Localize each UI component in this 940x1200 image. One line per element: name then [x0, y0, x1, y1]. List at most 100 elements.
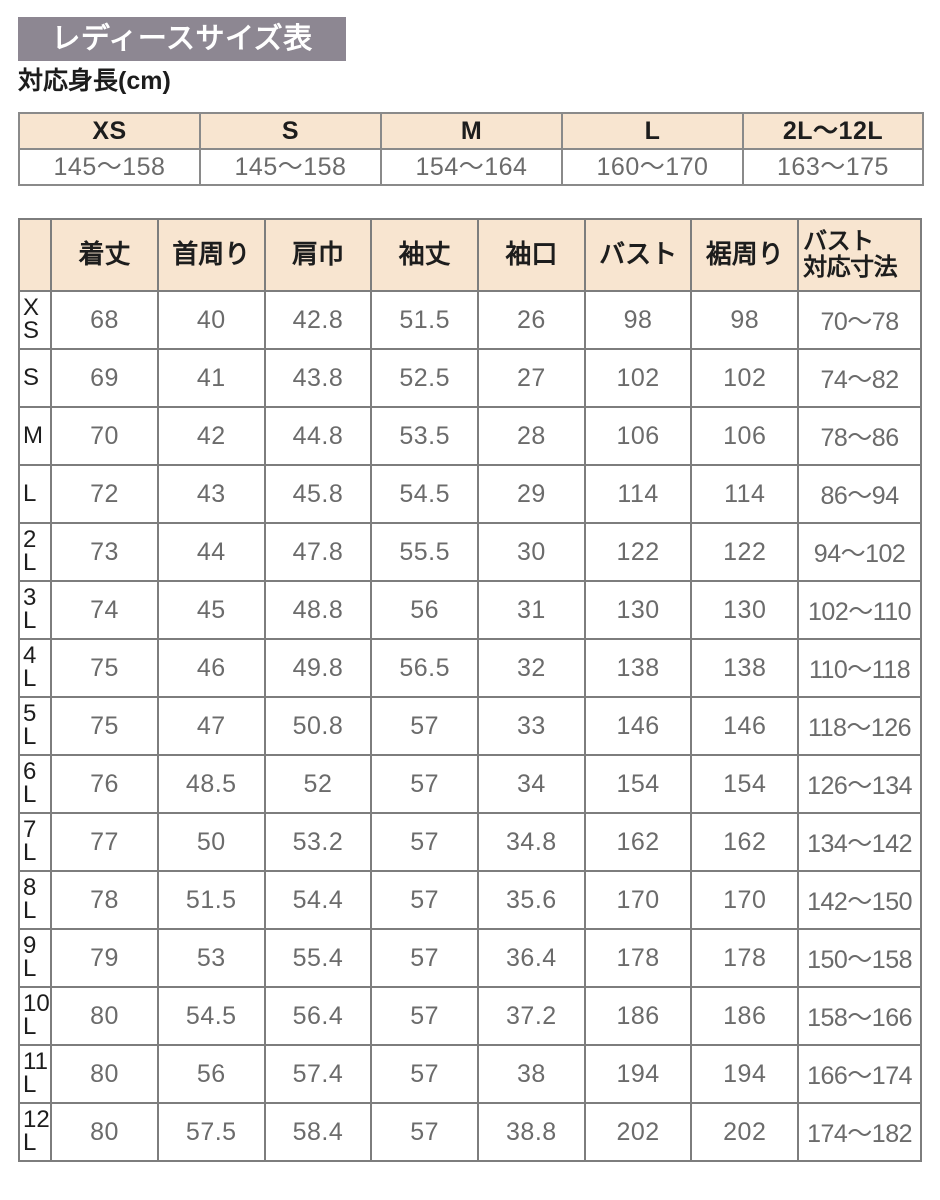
measurement-table-body: X S 68 40 42.8 51.5 26 98 98 70〜78 S 69 41 43.8 52.5 27… — [17, 290, 922, 1162]
size-label-line: 5 — [23, 700, 37, 728]
cell-hem: 106 — [690, 406, 800, 466]
cell-length: 78 — [50, 870, 159, 930]
header-bust: バスト — [583, 218, 693, 292]
cell-hem: 122 — [690, 522, 800, 582]
size-label-line: L — [23, 479, 37, 507]
cell-sleeve: 53.5 — [370, 406, 480, 466]
cell-bust: 130 — [583, 580, 693, 640]
size-label-cell: M — [17, 406, 53, 466]
cell-length: 77 — [50, 812, 159, 872]
cell-sleeve: 57 — [370, 1044, 480, 1104]
cell-shoulder: 50.8 — [263, 696, 373, 756]
cell-neck: 40 — [156, 290, 266, 350]
cell-shoulder: 54.4 — [263, 870, 373, 930]
cell-shoulder: 44.8 — [263, 406, 373, 466]
height-value-2l-12l: 163〜175 — [742, 148, 924, 186]
cell-neck: 44 — [156, 522, 266, 582]
cell-bust-fit: 110〜118 — [797, 638, 922, 698]
cell-sleeve: 57 — [370, 1102, 480, 1162]
cell-length: 79 — [50, 928, 159, 988]
table-row: 12 L 80 57.5 58.4 57 38.8 202 202 174〜182 — [17, 1102, 922, 1162]
cell-sleeve: 56.5 — [370, 638, 480, 698]
cell-neck: 51.5 — [156, 870, 266, 930]
cell-bust: 162 — [583, 812, 693, 872]
size-label-line: 2 — [23, 526, 37, 554]
cell-bust: 98 — [583, 290, 693, 350]
cell-length: 80 — [50, 986, 159, 1046]
header-bust-fit-line1: バスト — [803, 227, 874, 255]
cell-shoulder: 42.8 — [263, 290, 373, 350]
cell-cuff: 30 — [477, 522, 586, 582]
cell-neck: 43 — [156, 464, 266, 524]
cell-shoulder: 49.8 — [263, 638, 373, 698]
table-row: 11 L 80 56 57.4 57 38 194 194 166〜174 — [17, 1044, 922, 1104]
cell-length: 75 — [50, 696, 159, 756]
page-title-banner: レディースサイズ表 — [18, 17, 346, 61]
height-value-xs: 145〜158 — [18, 148, 201, 186]
cell-neck: 46 — [156, 638, 266, 698]
cell-shoulder: 48.8 — [263, 580, 373, 640]
size-label-line: L — [23, 1071, 37, 1098]
cell-bust-fit: 158〜166 — [797, 986, 922, 1046]
table-row: L 72 43 45.8 54.5 29 114 114 86〜94 — [17, 464, 922, 524]
size-label-line: L — [23, 839, 37, 866]
cell-bust: 106 — [583, 406, 693, 466]
cell-hem: 102 — [690, 348, 800, 408]
table-row: X S 68 40 42.8 51.5 26 98 98 70〜78 — [17, 290, 922, 350]
cell-length: 80 — [50, 1102, 159, 1162]
cell-sleeve: 52.5 — [370, 348, 480, 408]
cell-sleeve: 57 — [370, 754, 480, 814]
table-row: 3 L 74 45 48.8 56 31 130 130 102〜110 — [17, 580, 922, 640]
header-bust-fit: バスト 対応寸法 — [797, 218, 922, 292]
table-row: 6 L 76 48.5 52 57 34 154 154 126〜134 — [17, 754, 922, 814]
cell-hem: 186 — [690, 986, 800, 1046]
cell-cuff: 27 — [477, 348, 586, 408]
size-label-line: L — [23, 1129, 37, 1156]
cell-shoulder: 55.4 — [263, 928, 373, 988]
cell-bust: 186 — [583, 986, 693, 1046]
header-length: 着丈 — [50, 218, 159, 292]
size-label-line: L — [23, 723, 37, 750]
measurement-header-row: 着丈 首周り 肩巾 袖丈 袖口 バスト 裾周り バスト 対応寸法 — [17, 218, 922, 292]
cell-length: 74 — [50, 580, 159, 640]
header-sleeve: 袖丈 — [370, 218, 480, 292]
page-title: レディースサイズ表 — [51, 22, 313, 55]
table-row: S 69 41 43.8 52.5 27 102 102 74〜82 — [17, 348, 922, 408]
cell-length: 75 — [50, 638, 159, 698]
cell-cuff: 37.2 — [477, 986, 586, 1046]
size-label-line: X — [23, 294, 40, 322]
table-row: 7 L 77 50 53.2 57 34.8 162 162 134〜142 — [17, 812, 922, 872]
size-label-line: 12 — [23, 1106, 50, 1134]
header-neck: 首周り — [156, 218, 266, 292]
size-label-line: L — [23, 607, 37, 634]
cell-hem: 178 — [690, 928, 800, 988]
cell-bust: 122 — [583, 522, 693, 582]
cell-sleeve: 55.5 — [370, 522, 480, 582]
size-label-line: L — [23, 1013, 37, 1040]
header-cuff: 袖口 — [477, 218, 586, 292]
cell-shoulder: 57.4 — [263, 1044, 373, 1104]
cell-bust-fit: 94〜102 — [797, 522, 922, 582]
cell-sleeve: 51.5 — [370, 290, 480, 350]
cell-neck: 42 — [156, 406, 266, 466]
size-label-line: S — [23, 363, 40, 391]
cell-bust: 154 — [583, 754, 693, 814]
header-shoulder: 肩巾 — [263, 218, 373, 292]
size-label-line: 8 — [23, 874, 37, 902]
cell-shoulder: 53.2 — [263, 812, 373, 872]
cell-sleeve: 54.5 — [370, 464, 480, 524]
size-label-line: 3 — [23, 584, 37, 612]
cell-hem: 170 — [690, 870, 800, 930]
cell-bust: 202 — [583, 1102, 693, 1162]
size-label-cell: L — [17, 464, 53, 524]
cell-sleeve: 57 — [370, 928, 480, 988]
cell-bust: 138 — [583, 638, 693, 698]
cell-bust-fit: 126〜134 — [797, 754, 922, 814]
table-row: 4 L 75 46 49.8 56.5 32 138 138 110〜118 — [17, 638, 922, 698]
cell-neck: 53 — [156, 928, 266, 988]
size-label-line: L — [23, 897, 37, 924]
size-label-line: L — [23, 781, 37, 808]
